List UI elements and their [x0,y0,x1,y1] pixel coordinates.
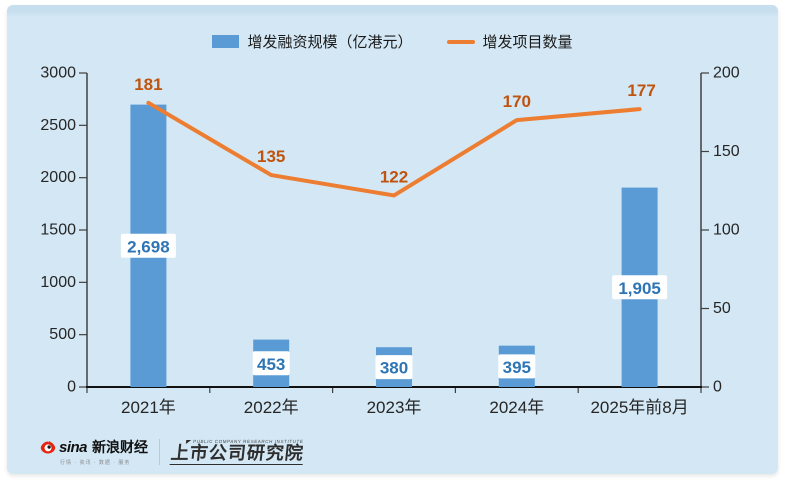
right-axis-tick-label: 150 [713,143,740,160]
institute-chinese-name: 上市公司研究院 [169,442,305,465]
left-axis-tick-label: 2000 [40,169,76,186]
legend-item-line-series: 增发项目数量 [446,31,573,52]
sina-finance-logo: sina 新浪财经 行情 · 资讯 · 数据 · 服务 [40,437,148,466]
bar-series-label: 增发融资规模（亿港元） [247,34,413,51]
chart-legend: 增发融资规模（亿港元） 增发项目数量 [0,31,785,52]
x-axis-category-label: 2023年 [367,398,422,417]
right-axis-tick-label: 200 [713,65,740,82]
bar-value-label-box [120,233,176,258]
bar-value-label-box [498,354,536,379]
line-value-label: 135 [257,147,285,166]
bar-value-label-box [612,275,668,300]
footer-logos: sina 新浪财经 行情 · 资讯 · 数据 · 服务 PUBLIC COMPA… [40,437,306,466]
bar-value-label-box [375,355,413,380]
line-value-label: 170 [503,92,531,111]
x-axis-category-label: 2022年 [244,398,299,417]
left-axis-tick-label: 1500 [40,222,76,239]
line-value-label: 122 [380,167,408,186]
research-institute-logo: PUBLIC COMPANY RESEARCH INSTITUTE 上市公司研究… [169,439,306,465]
bar-series-swatch-icon [212,35,240,48]
right-axis-tick-label: 100 [713,222,740,239]
bar-value-label: 2,698 [127,237,170,256]
sina-eye-icon [40,440,56,453]
sina-finance-name: 新浪财经 [92,439,149,455]
line-series-swatch-icon [446,39,475,44]
x-axis-category-label: 2024年 [489,398,544,417]
line-series-path [146,100,642,198]
line-value-label: 177 [627,81,655,100]
right-axis-tick-label: 50 [713,300,731,317]
right-axis-tick-label: 0 [713,379,722,396]
sina-tagline: 行情 · 资讯 · 数据 · 服务 [60,460,131,466]
x-axis-category-label: 2025年前8月 [590,398,688,417]
left-axis-tick-label: 1000 [40,274,76,291]
footer-divider [159,438,161,465]
sina-brand-text: sina [59,438,88,456]
x-axis-category-label: 2021年 [121,398,176,417]
bar-value-label: 453 [257,355,285,374]
line-series-label: 增发项目数量 [482,34,573,51]
line-value-label: 181 [134,75,162,94]
bar-value-label: 380 [380,359,408,378]
legend-item-bar-series: 增发融资规模（亿港元） [212,31,413,52]
bar-value-label-box [252,351,290,376]
bar-value-label: 1,905 [618,279,661,298]
bar-value-label: 395 [503,358,531,377]
left-axis-tick-label: 3000 [40,65,76,82]
left-axis-tick-label: 2500 [40,117,76,134]
left-axis-tick-label: 0 [67,379,76,396]
left-axis-tick-label: 500 [49,326,76,343]
